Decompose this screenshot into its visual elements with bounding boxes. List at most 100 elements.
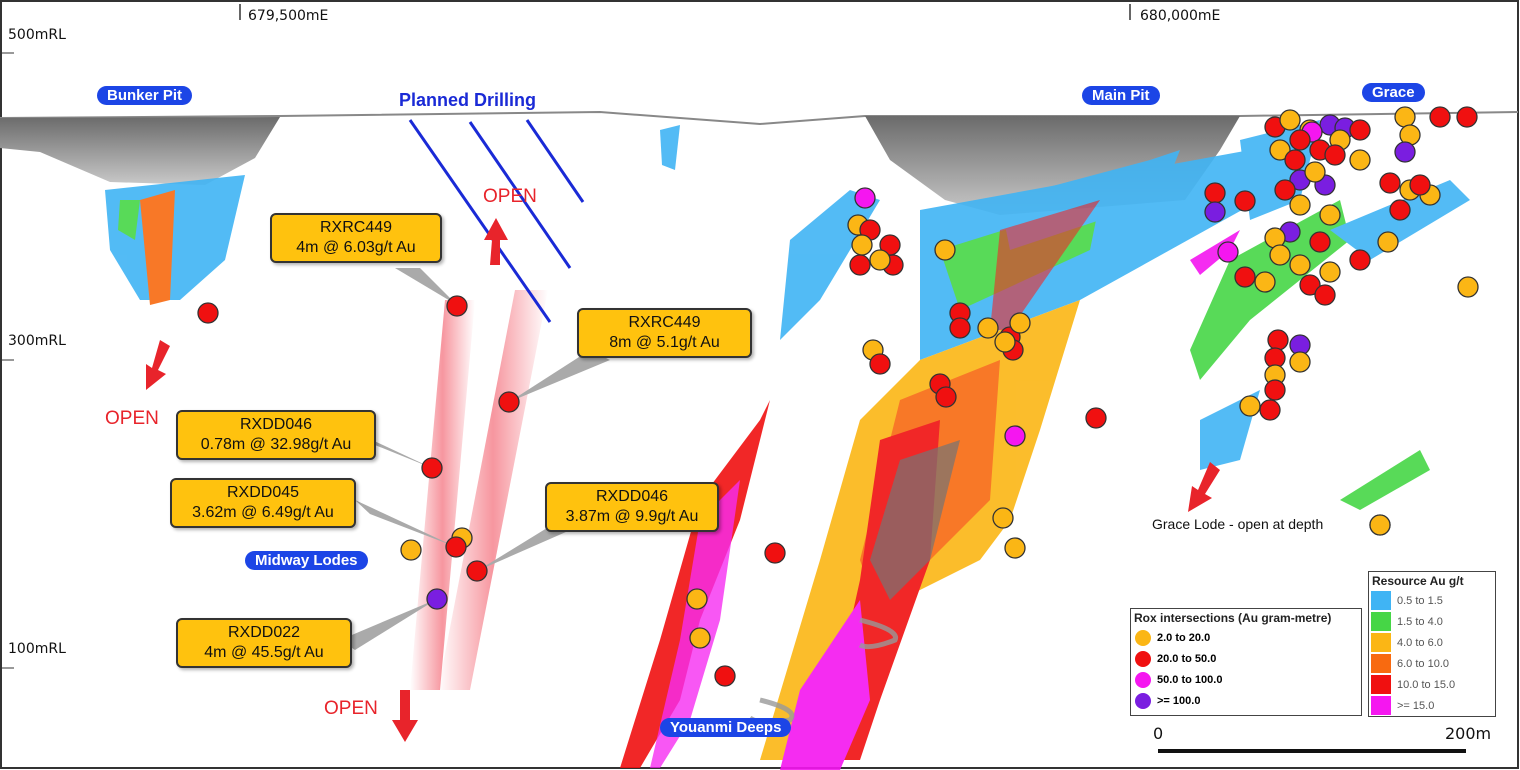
intersection-point: [949, 317, 971, 339]
youanmi-deeps-label: Youanmi Deeps: [660, 718, 792, 737]
callout-rxrc449-b: RXRC449 8m @ 5.1g/t Au: [577, 308, 752, 358]
intersection-point: [869, 249, 891, 271]
scale-start: 0: [1153, 724, 1164, 743]
intersection-point: [992, 507, 1014, 529]
intersection-point: [1085, 407, 1107, 429]
open-label: OPEN: [105, 408, 159, 429]
swatch-icon: [1371, 633, 1391, 652]
intersection-point: [1389, 199, 1411, 221]
intersection-point: [1267, 329, 1289, 351]
intersection-point: [686, 588, 708, 610]
intersection-points: [197, 106, 1479, 687]
intersection-point: [446, 295, 468, 317]
planned-drilling-label: Planned Drilling: [399, 90, 537, 110]
intersection-point: [1284, 149, 1306, 171]
circle-icon: [1135, 629, 1151, 646]
intersection-point: [1394, 141, 1416, 163]
swatch-icon: [1371, 675, 1391, 694]
callout-rxdd046-a: RXDD046 0.78m @ 32.98g/t Au: [176, 410, 376, 460]
intersection-point: [466, 560, 488, 582]
drill-trace-ribbon: [438, 290, 548, 690]
intersection-point: [1289, 129, 1311, 151]
intersection-point: [849, 254, 871, 276]
intersection-point: [1319, 261, 1341, 283]
intersection-point: [1269, 244, 1291, 266]
intersection-point: [1349, 149, 1371, 171]
easting-label: 680,000mE: [1140, 8, 1221, 24]
intersection-point: [1274, 179, 1296, 201]
legend-item: >= 100.0: [1131, 690, 1361, 711]
intersection-point: [1409, 174, 1431, 196]
drill-trace-ribbon: [410, 300, 475, 690]
intersection-point: [426, 588, 448, 610]
legend-title: Rox intersections (Au gram-metre): [1134, 611, 1332, 625]
intersection-point: [1279, 109, 1301, 131]
legend-item: 4.0 to 6.0: [1369, 632, 1495, 653]
legend-item: 2.0 to 20.0: [1131, 627, 1361, 648]
legend-item: 10.0 to 15.0: [1369, 674, 1495, 695]
intersection-point: [714, 665, 736, 687]
intersection-point: [1264, 379, 1286, 401]
intersection-point: [1289, 194, 1311, 216]
intersection-point: [445, 536, 467, 558]
intersection-point: [1309, 231, 1331, 253]
legend-item: 6.0 to 10.0: [1369, 653, 1495, 674]
intersection-point: [1377, 231, 1399, 253]
intersection-point: [1289, 254, 1311, 276]
open-label: OPEN: [483, 186, 537, 207]
intersection-point: [851, 234, 873, 256]
intersection-point: [1009, 312, 1031, 334]
midway-lodes-label: Midway Lodes: [245, 551, 368, 570]
bunker-pit-shell: [0, 117, 280, 185]
intersection-point: [1259, 399, 1281, 421]
open-label: OPEN: [324, 698, 378, 719]
easting-label: 679,500mE: [248, 8, 329, 24]
legend-item: >= 15.0: [1369, 695, 1495, 716]
callout-rxdd046-b: RXDD046 3.87m @ 9.9g/t Au: [545, 482, 719, 532]
intersection-point: [869, 353, 891, 375]
intersection-point: [1234, 266, 1256, 288]
legend-resource: Resource Au g/t 0.5 to 1.5 1.5 to 4.0 4.0 …: [1368, 571, 1496, 717]
intersection-point: [977, 317, 999, 339]
main-pit-label: Main Pit: [1082, 86, 1160, 105]
swatch-icon: [1371, 654, 1391, 673]
intersection-point: [421, 457, 443, 479]
rl-label: 100mRL: [8, 641, 66, 657]
swatch-icon: [1371, 612, 1391, 631]
swatch-icon: [1371, 591, 1391, 610]
intersection-point: [400, 539, 422, 561]
legend-item: 50.0 to 100.0: [1131, 669, 1361, 690]
intersection-point: [197, 302, 219, 324]
rl-label: 300mRL: [8, 333, 66, 349]
intersection-point: [1004, 537, 1026, 559]
intersection-point: [1379, 172, 1401, 194]
callout-rxdd045: RXDD045 3.62m @ 6.49g/t Au: [170, 478, 356, 528]
intersection-point: [1289, 351, 1311, 373]
circle-icon: [1135, 650, 1151, 667]
intersection-point: [1254, 271, 1276, 293]
circle-icon: [1135, 671, 1151, 688]
callout-rxrc449-a: RXRC449 4m @ 6.03g/t Au: [270, 213, 442, 263]
intersection-point: [854, 187, 876, 209]
intersection-point: [1429, 106, 1451, 128]
legend-intersections: Rox intersections (Au gram-metre) 2.0 to…: [1130, 608, 1362, 716]
scale-end: 200m: [1445, 724, 1492, 743]
legend-item: 0.5 to 1.5: [1369, 590, 1495, 611]
intersection-point: [935, 386, 957, 408]
grace-lode-note: Grace Lode - open at depth: [1152, 516, 1324, 532]
intersection-point: [994, 331, 1016, 353]
intersection-point: [1369, 514, 1391, 536]
intersection-point: [1324, 144, 1346, 166]
intersection-point: [1349, 119, 1371, 141]
intersection-point: [1269, 139, 1291, 161]
intersection-point: [1204, 201, 1226, 223]
legend-item: 20.0 to 50.0: [1131, 648, 1361, 669]
intersection-point: [498, 391, 520, 413]
intersection-point: [1319, 204, 1341, 226]
intersection-point: [1234, 190, 1256, 212]
intersection-point: [1004, 425, 1026, 447]
intersection-point: [1314, 284, 1336, 306]
intersection-point: [1456, 106, 1478, 128]
intersection-point: [764, 542, 786, 564]
